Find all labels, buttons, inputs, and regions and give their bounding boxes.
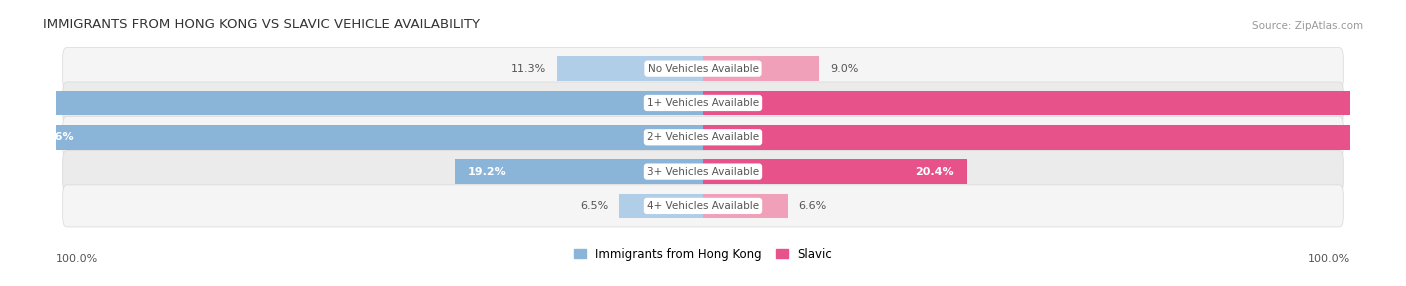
Text: 6.6%: 6.6% (799, 201, 827, 211)
Text: 11.3%: 11.3% (512, 64, 547, 74)
Bar (703, 91, 1406, 115)
FancyBboxPatch shape (63, 151, 1343, 192)
FancyBboxPatch shape (63, 48, 1343, 90)
Text: 52.6%: 52.6% (35, 132, 75, 142)
Text: 3+ Vehicles Available: 3+ Vehicles Available (647, 167, 759, 176)
Bar (0, 91, 703, 115)
Bar (703, 159, 967, 184)
Legend: Immigrants from Hong Kong, Slavic: Immigrants from Hong Kong, Slavic (569, 243, 837, 265)
Bar (703, 56, 820, 81)
Text: 57.8%: 57.8% (1399, 132, 1406, 142)
Bar (703, 125, 1406, 150)
Text: No Vehicles Available: No Vehicles Available (648, 64, 758, 74)
Bar (454, 159, 703, 184)
Text: Source: ZipAtlas.com: Source: ZipAtlas.com (1251, 21, 1362, 31)
Text: 20.4%: 20.4% (915, 167, 953, 176)
Bar (557, 56, 703, 81)
Text: 100.0%: 100.0% (1308, 254, 1350, 264)
Text: 9.0%: 9.0% (830, 64, 858, 74)
Text: 2+ Vehicles Available: 2+ Vehicles Available (647, 132, 759, 142)
Text: IMMIGRANTS FROM HONG KONG VS SLAVIC VEHICLE AVAILABILITY: IMMIGRANTS FROM HONG KONG VS SLAVIC VEHI… (44, 18, 481, 31)
Bar (619, 194, 703, 218)
FancyBboxPatch shape (63, 116, 1343, 158)
Text: 100.0%: 100.0% (56, 254, 98, 264)
Text: 1+ Vehicles Available: 1+ Vehicles Available (647, 98, 759, 108)
Bar (22, 125, 703, 150)
Bar (703, 194, 789, 218)
Text: 4+ Vehicles Available: 4+ Vehicles Available (647, 201, 759, 211)
FancyBboxPatch shape (63, 185, 1343, 227)
FancyBboxPatch shape (63, 82, 1343, 124)
Text: 19.2%: 19.2% (468, 167, 506, 176)
Text: 6.5%: 6.5% (581, 201, 609, 211)
